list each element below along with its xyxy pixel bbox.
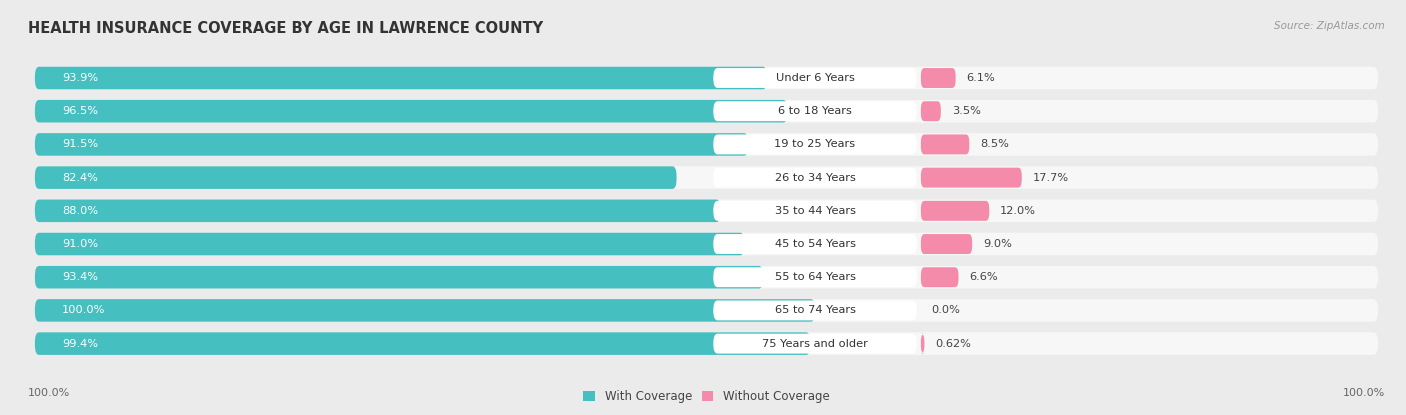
FancyBboxPatch shape bbox=[921, 201, 990, 221]
Text: 82.4%: 82.4% bbox=[62, 173, 98, 183]
FancyBboxPatch shape bbox=[921, 267, 959, 287]
Text: Under 6 Years: Under 6 Years bbox=[776, 73, 855, 83]
Text: 91.5%: 91.5% bbox=[62, 139, 98, 149]
FancyBboxPatch shape bbox=[713, 101, 917, 121]
Text: 19 to 25 Years: 19 to 25 Years bbox=[775, 139, 856, 149]
Text: 0.0%: 0.0% bbox=[932, 305, 960, 315]
FancyBboxPatch shape bbox=[713, 134, 917, 154]
Text: HEALTH INSURANCE COVERAGE BY AGE IN LAWRENCE COUNTY: HEALTH INSURANCE COVERAGE BY AGE IN LAWR… bbox=[28, 21, 543, 36]
FancyBboxPatch shape bbox=[35, 133, 748, 156]
Text: 3.5%: 3.5% bbox=[952, 106, 980, 116]
FancyBboxPatch shape bbox=[35, 166, 1378, 189]
FancyBboxPatch shape bbox=[921, 68, 956, 88]
Text: 93.4%: 93.4% bbox=[62, 272, 98, 282]
FancyBboxPatch shape bbox=[35, 233, 1378, 255]
FancyBboxPatch shape bbox=[713, 168, 917, 188]
Text: 12.0%: 12.0% bbox=[1000, 206, 1036, 216]
FancyBboxPatch shape bbox=[35, 100, 1378, 122]
Text: 17.7%: 17.7% bbox=[1032, 173, 1069, 183]
Legend: With Coverage, Without Coverage: With Coverage, Without Coverage bbox=[583, 390, 830, 403]
Text: 99.4%: 99.4% bbox=[62, 339, 98, 349]
Text: 55 to 64 Years: 55 to 64 Years bbox=[775, 272, 856, 282]
Text: 93.9%: 93.9% bbox=[62, 73, 98, 83]
FancyBboxPatch shape bbox=[921, 234, 972, 254]
Text: 100.0%: 100.0% bbox=[1343, 388, 1385, 398]
Text: 0.62%: 0.62% bbox=[935, 339, 972, 349]
FancyBboxPatch shape bbox=[35, 133, 1378, 156]
Text: 88.0%: 88.0% bbox=[62, 206, 98, 216]
Text: 75 Years and older: 75 Years and older bbox=[762, 339, 868, 349]
Text: Source: ZipAtlas.com: Source: ZipAtlas.com bbox=[1274, 21, 1385, 31]
FancyBboxPatch shape bbox=[713, 334, 917, 354]
FancyBboxPatch shape bbox=[35, 200, 721, 222]
FancyBboxPatch shape bbox=[713, 300, 917, 320]
Text: 8.5%: 8.5% bbox=[980, 139, 1010, 149]
FancyBboxPatch shape bbox=[35, 332, 810, 355]
FancyBboxPatch shape bbox=[35, 200, 1378, 222]
FancyBboxPatch shape bbox=[35, 299, 1378, 322]
FancyBboxPatch shape bbox=[35, 67, 768, 89]
Text: 65 to 74 Years: 65 to 74 Years bbox=[775, 305, 856, 315]
Text: 45 to 54 Years: 45 to 54 Years bbox=[775, 239, 856, 249]
FancyBboxPatch shape bbox=[921, 101, 941, 121]
Text: 100.0%: 100.0% bbox=[28, 388, 70, 398]
Text: 100.0%: 100.0% bbox=[62, 305, 105, 315]
FancyBboxPatch shape bbox=[713, 68, 917, 88]
FancyBboxPatch shape bbox=[35, 67, 1378, 89]
Text: 35 to 44 Years: 35 to 44 Years bbox=[775, 206, 856, 216]
Text: 96.5%: 96.5% bbox=[62, 106, 98, 116]
FancyBboxPatch shape bbox=[35, 266, 763, 288]
FancyBboxPatch shape bbox=[921, 168, 1022, 188]
FancyBboxPatch shape bbox=[921, 134, 969, 154]
FancyBboxPatch shape bbox=[35, 233, 744, 255]
FancyBboxPatch shape bbox=[35, 332, 1378, 355]
FancyBboxPatch shape bbox=[713, 234, 917, 254]
FancyBboxPatch shape bbox=[713, 267, 917, 287]
Text: 26 to 34 Years: 26 to 34 Years bbox=[775, 173, 855, 183]
Text: 6.6%: 6.6% bbox=[969, 272, 998, 282]
FancyBboxPatch shape bbox=[35, 299, 815, 322]
Text: 6 to 18 Years: 6 to 18 Years bbox=[778, 106, 852, 116]
FancyBboxPatch shape bbox=[35, 100, 787, 122]
Text: 9.0%: 9.0% bbox=[983, 239, 1012, 249]
FancyBboxPatch shape bbox=[921, 334, 924, 354]
FancyBboxPatch shape bbox=[35, 266, 1378, 288]
FancyBboxPatch shape bbox=[35, 166, 676, 189]
Text: 6.1%: 6.1% bbox=[966, 73, 995, 83]
Text: 91.0%: 91.0% bbox=[62, 239, 98, 249]
FancyBboxPatch shape bbox=[713, 201, 917, 221]
